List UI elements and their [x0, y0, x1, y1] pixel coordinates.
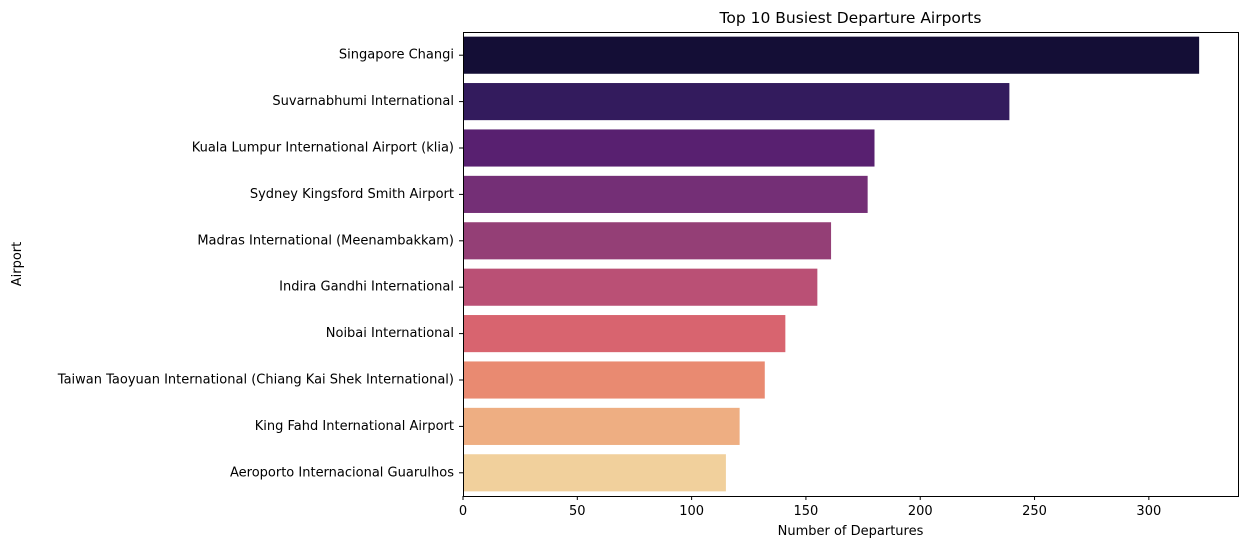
- y-axis-ticks: Singapore Changi Suvarnabhumi Internation…: [57, 48, 463, 480]
- x-tick-label: 250: [1022, 504, 1047, 519]
- x-tick-label: 100: [679, 504, 704, 519]
- bar: [463, 175, 868, 213]
- y-tick-label: Noibai International: [326, 326, 454, 341]
- bar: [463, 83, 1010, 121]
- bar: [463, 222, 832, 260]
- x-tick-label: 150: [794, 504, 819, 519]
- bar: [463, 361, 765, 399]
- bar: [463, 268, 818, 306]
- y-tick-label: Indira Gandhi International: [279, 280, 454, 295]
- y-tick-label: Taiwan Taoyuan International (Chiang Kai…: [57, 373, 454, 388]
- y-tick-label: Kuala Lumpur International Airport (klia…: [192, 141, 454, 156]
- y-tick-label: Sydney Kingsford Smith Airport: [250, 187, 454, 202]
- bar: [463, 454, 726, 492]
- plot-frame: [463, 32, 1239, 497]
- bar: [463, 407, 740, 445]
- x-tick-label: 0: [459, 504, 467, 519]
- bar: [463, 129, 875, 167]
- bar: [463, 315, 786, 353]
- bars-group: [463, 36, 1200, 492]
- chart-title: Top 10 Busiest Departure Airports: [719, 9, 982, 27]
- bar: [463, 36, 1200, 74]
- x-axis-label: Number of Departures: [778, 524, 924, 539]
- y-tick-label: Suvarnabhumi International: [272, 94, 454, 109]
- x-tick-label: 200: [908, 504, 933, 519]
- y-tick-label: Singapore Changi: [339, 48, 454, 63]
- x-tick-label: 300: [1136, 504, 1161, 519]
- y-tick-label: Aeroporto Internacional Guarulhos: [230, 465, 454, 480]
- y-tick-label: Madras International (Meenambakkam): [197, 233, 454, 248]
- x-tick-label: 50: [569, 504, 586, 519]
- y-axis-label: Airport: [10, 242, 25, 287]
- y-tick-label: King Fahd International Airport: [255, 419, 454, 434]
